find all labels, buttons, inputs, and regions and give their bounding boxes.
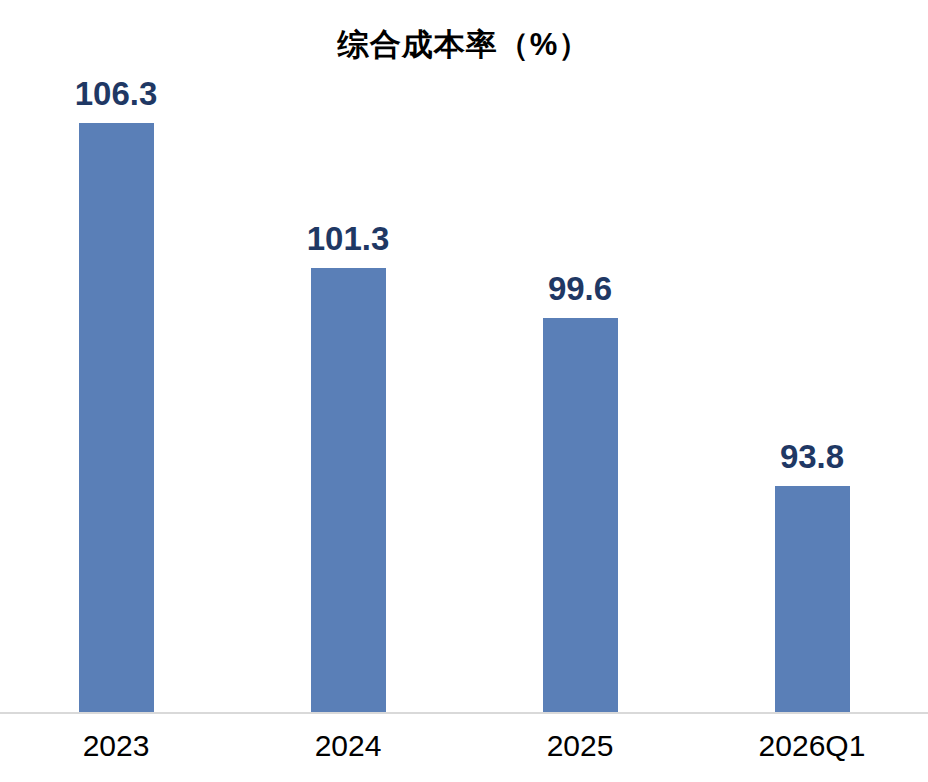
bar-value-label: 99.6	[548, 272, 612, 305]
bar-value-label: 93.8	[780, 440, 844, 473]
bar	[775, 486, 850, 712]
x-axis-label: 2023	[0, 728, 232, 764]
bar	[311, 268, 386, 712]
bar-slot: 106.3	[0, 0, 232, 712]
bar-chart: 综合成本率（%） 106.3101.399.693.8 202320242025…	[0, 0, 928, 782]
plot-area: 106.3 101.3 99.6 93.8	[0, 0, 928, 712]
x-axis-label: 2025	[464, 728, 696, 764]
x-axis-label: 2026Q1	[696, 728, 928, 764]
x-axis-label: 2024	[232, 728, 464, 764]
x-axis-labels: 2023202420252026Q1	[0, 728, 928, 764]
bar-slot: 101.3	[232, 0, 464, 712]
bar	[543, 318, 618, 712]
bar-slot: 99.6	[464, 0, 696, 712]
bar-value-label: 106.3	[75, 77, 158, 110]
bar	[79, 123, 154, 712]
x-axis-line	[0, 712, 928, 714]
bar-slot: 93.8	[696, 0, 928, 712]
bar-value-label: 101.3	[307, 222, 390, 255]
